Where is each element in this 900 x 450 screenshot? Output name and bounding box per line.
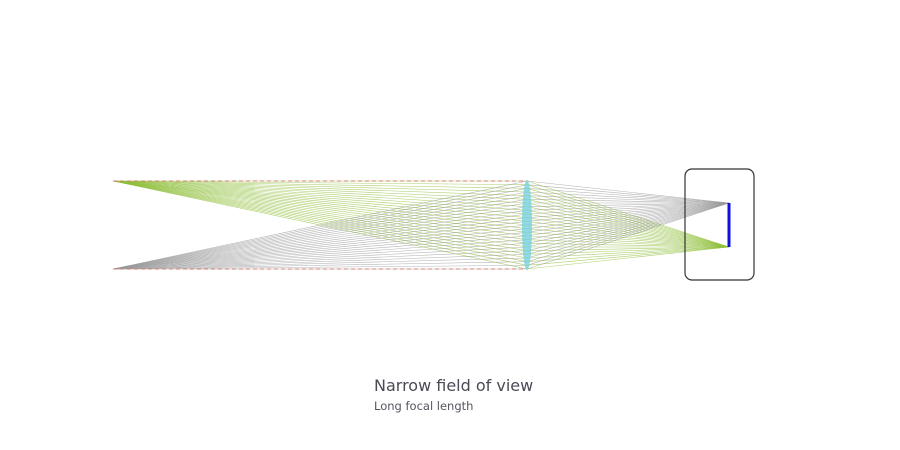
ray-gray (526, 202, 730, 215)
ray-gray (526, 202, 730, 226)
ray-gray (526, 202, 730, 251)
ray-green (112, 180, 528, 215)
ray-green (112, 180, 528, 193)
ray-gray (112, 235, 528, 270)
ray-gray (526, 202, 730, 270)
ray-green (112, 180, 528, 185)
ray-gray (112, 261, 528, 270)
ray-gray (526, 202, 730, 259)
ray-gray (112, 217, 528, 270)
ray-gray (112, 250, 528, 270)
ray-gray (112, 246, 528, 270)
caption: Narrow field of view Long focal length (374, 376, 533, 414)
ray-green (112, 180, 528, 248)
ray-gray (112, 202, 528, 270)
ray-gray (526, 202, 730, 222)
rays-from-bottom-object-point (112, 180, 730, 270)
ray-green (526, 246, 730, 251)
ray-gray (112, 257, 528, 270)
ray-green (112, 180, 528, 189)
ray-gray (526, 202, 730, 233)
caption-subtitle: Long focal length (374, 399, 474, 413)
caption-title: Narrow field of view (374, 376, 534, 395)
ray-gray (526, 202, 730, 248)
ray-gray (526, 202, 730, 266)
ray-green (112, 180, 528, 237)
rays-from-top-object-point (112, 180, 730, 270)
ray-gray (112, 184, 528, 270)
ray-gray (112, 191, 528, 270)
ray-green (526, 235, 730, 248)
ray-green (112, 180, 528, 233)
ray-green (112, 180, 528, 251)
ray-green (112, 180, 528, 244)
ray-gray (526, 202, 730, 218)
ray-green (112, 180, 528, 255)
ray-gray (112, 254, 528, 270)
ray-green (526, 243, 730, 248)
ray-gray (526, 202, 730, 255)
ray-green (112, 180, 528, 262)
ray-gray (526, 202, 730, 262)
ray-gray (526, 202, 730, 237)
ray-gray (112, 232, 528, 270)
ray-gray (112, 195, 528, 270)
ray-green (526, 246, 730, 262)
ray-green (112, 180, 528, 266)
ray-green (112, 180, 528, 222)
ray-gray (112, 213, 528, 270)
ray-gray (526, 180, 730, 204)
ray-green (112, 180, 528, 240)
ray-green (112, 180, 528, 196)
ray-gray (112, 265, 528, 270)
ray-green (112, 180, 528, 204)
ray-green (526, 246, 730, 259)
ray-gray (526, 184, 730, 204)
ray-gray (526, 195, 730, 204)
ray-gray (526, 191, 730, 204)
ray-green (112, 180, 528, 259)
ray-gray (112, 239, 528, 270)
dashed-marginal-rays (113, 180, 527, 270)
ray-green (112, 180, 528, 218)
ray-gray (112, 243, 528, 270)
ray-gray (112, 228, 528, 270)
ray-green (526, 239, 730, 248)
ray-gray (112, 199, 528, 270)
ray-gray (526, 202, 730, 229)
ray-green (112, 180, 528, 229)
ray-gray (112, 188, 528, 270)
ray-green (526, 228, 730, 248)
ray-gray (112, 210, 528, 270)
ray-green (112, 180, 528, 211)
ray-gray (526, 202, 730, 240)
ray-green (112, 180, 528, 207)
ray-gray (112, 180, 528, 270)
ray-green (526, 246, 730, 255)
ray-green (526, 246, 730, 270)
ray-gray (526, 202, 730, 207)
ray-gray (526, 188, 730, 204)
ray-green (526, 246, 730, 266)
ray-gray (112, 206, 528, 270)
ray-gray (526, 202, 730, 244)
ray-gray (526, 202, 730, 211)
ray-green (526, 232, 730, 248)
ray-gray (526, 199, 730, 204)
camera-body (684, 168, 755, 281)
ray-gray (112, 221, 528, 270)
ray-gray (112, 224, 528, 270)
ray-green (112, 180, 528, 226)
lens (522, 180, 532, 270)
ray-green (112, 180, 528, 200)
